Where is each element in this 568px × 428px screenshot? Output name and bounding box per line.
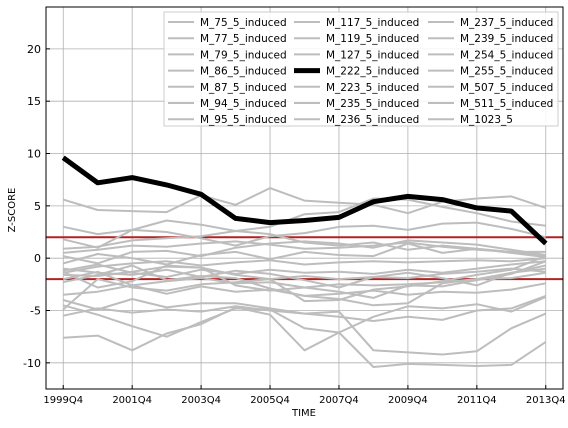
- plot-frame: [45, 6, 564, 390]
- legend-label: M_94_5_induced: [200, 98, 287, 110]
- y-tick-label: 5: [34, 200, 41, 213]
- x-tick-label: 2003Q4: [181, 395, 221, 406]
- legend: M_75_5_induced M_77_5_induced M_79_5_induc…: [163, 11, 559, 127]
- legend-label: M_223_5_induced: [326, 82, 419, 94]
- series-line-m-94-5-induced: [62, 242, 546, 266]
- legend-label: M_254_5_induced: [460, 49, 553, 61]
- x-tick-label: 1999Q4: [43, 395, 83, 406]
- y-tick-label: 15: [27, 95, 41, 108]
- axes-layer: -10 -5 0 5 10 15 20 1999Q4 2001Q4 2003Q4 2005Q4 200…: [23, 6, 566, 406]
- legend-label: M_87_5_induced: [200, 82, 287, 94]
- y-tick-label: 10: [27, 148, 41, 161]
- legend-label: M_236_5_induced: [326, 114, 419, 126]
- legend-label: M_86_5_induced: [200, 66, 287, 78]
- y-tick-label: 20: [27, 43, 41, 56]
- x-tick-label: 2011Q4: [457, 395, 497, 406]
- legend-label: M_79_5_induced: [200, 49, 287, 61]
- x-axis-label: TIME: [291, 408, 316, 419]
- legend-label: M_507_5_induced: [460, 82, 553, 94]
- y-tick-label: -5: [30, 305, 41, 318]
- legend-label: M_119_5_induced: [326, 33, 419, 45]
- y-axis-label: Z-SCORE: [7, 188, 18, 233]
- series-line-m-95-5-induced: [63, 257, 546, 274]
- series-line-m-77-5-induced: [62, 197, 546, 236]
- series-line-m-117-5-induced: [63, 260, 546, 278]
- legend-label: M_239_5_induced: [460, 33, 553, 45]
- y-tick-label: -10: [23, 357, 41, 370]
- series-line-m-254-5-induced: [63, 306, 547, 368]
- legend-label: M_255_5_induced: [460, 66, 553, 78]
- series-line-m-239-5-induced: [62, 295, 547, 338]
- legend-label: M_75_5_induced: [200, 17, 287, 29]
- legend-label: M_237_5_induced: [460, 17, 553, 29]
- series-line-m-222-5-induced: [61, 155, 548, 246]
- x-tick-label: 2009Q4: [388, 395, 428, 406]
- series-line-m-86-5-induced: [63, 230, 546, 253]
- series-line-m-75-5-induced: [62, 187, 547, 215]
- x-tick-label: 2005Q4: [250, 395, 290, 406]
- legend-label: M_77_5_induced: [200, 33, 287, 45]
- legend-label: M_95_5_induced: [200, 114, 287, 126]
- y-tick-label: 0: [34, 252, 41, 265]
- legend-box: [163, 11, 559, 127]
- x-tick-label: 2001Q4: [112, 395, 152, 406]
- series-line-m-507-5-induced: [63, 282, 546, 297]
- series-line-m-1023-5: [63, 240, 546, 258]
- legend-label: M_127_5_induced: [326, 49, 419, 61]
- legend-label: M_235_5_induced: [326, 98, 419, 110]
- series-line-m-255-5-induced: [63, 264, 547, 289]
- x-tick-label: 2007Q4: [319, 395, 359, 406]
- legend-label: M_117_5_induced: [326, 17, 419, 29]
- x-tick-label: 2013Q4: [526, 395, 566, 406]
- legend-label: M_1023_5: [460, 114, 513, 126]
- series-layer: [61, 155, 548, 368]
- legend-label: M_511_5_induced: [460, 98, 553, 110]
- series-line-m-87-5-induced: [62, 239, 546, 265]
- series-line-m-511-5-induced: [62, 305, 547, 356]
- series-line-m-79-5-induced: [62, 221, 547, 249]
- legend-label: M_222_5_induced: [326, 66, 419, 78]
